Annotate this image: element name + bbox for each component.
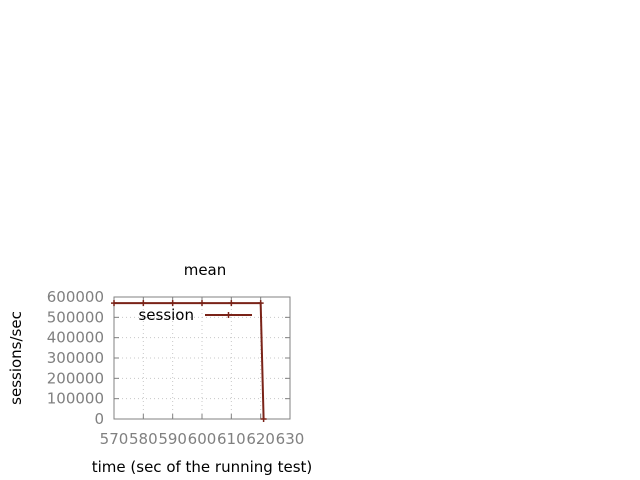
axis-ticks: 570 580 590 600 610 620 630 0 100000 200000 300000…	[47, 288, 305, 448]
legend-label-session: session	[138, 306, 194, 324]
x-axis-title: time (sec of the running test)	[92, 458, 313, 476]
x-tick-label: 630	[276, 430, 305, 448]
y-axis-title: sessions/sec	[7, 311, 25, 405]
data-point	[169, 300, 176, 307]
data-point	[228, 300, 235, 307]
data-point	[260, 416, 267, 422]
legend-marker-session	[225, 312, 232, 318]
y-tick-label: 500000	[47, 308, 104, 326]
y-tick-label: 300000	[47, 349, 104, 367]
plot-frame	[113, 296, 291, 420]
y-tick-label: 200000	[47, 369, 104, 387]
x-tick-label: 570	[100, 430, 129, 448]
x-tick-label: 590	[158, 430, 187, 448]
data-point	[111, 300, 117, 307]
data-point	[140, 300, 147, 307]
series-layer	[111, 300, 267, 422]
x-tick-label: 600	[188, 430, 217, 448]
x-tick-label: 580	[129, 430, 158, 448]
x-tick-label: 620	[246, 430, 275, 448]
x-tick-label: 610	[217, 430, 246, 448]
legend-point	[225, 312, 232, 318]
legend: session	[138, 306, 252, 324]
y-tick-label: 100000	[47, 390, 104, 408]
y-tick-label: 400000	[47, 329, 104, 347]
data-point	[199, 300, 205, 307]
grid	[114, 297, 290, 419]
y-tick-label: 600000	[47, 288, 104, 306]
data-point	[257, 300, 264, 307]
y-tick-label: 0	[94, 410, 104, 428]
chart-title: mean	[184, 261, 227, 279]
